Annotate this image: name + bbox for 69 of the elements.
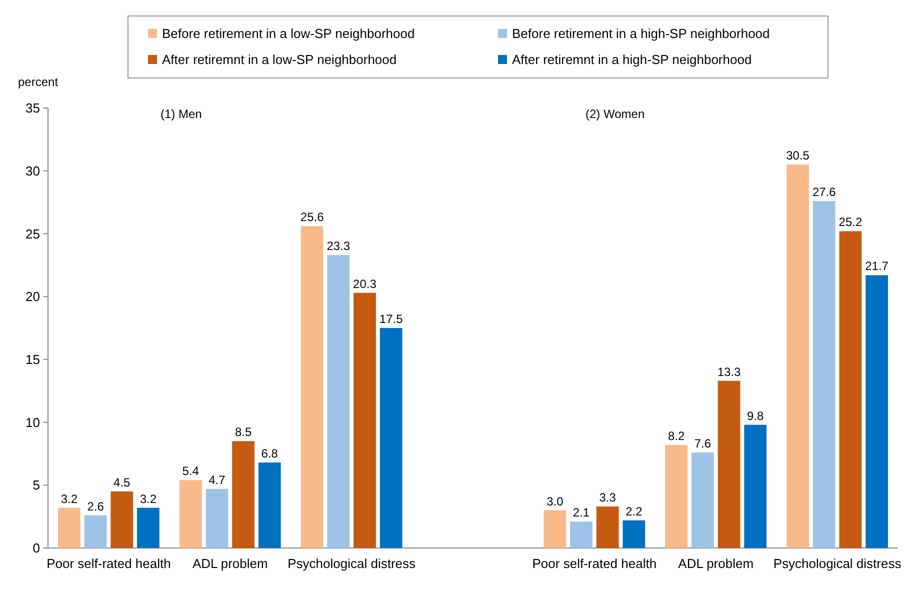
bar [232, 441, 254, 548]
x-tick-label: ADL problem [678, 556, 754, 571]
x-tick-label: Poor self-rated health [532, 556, 657, 571]
bar [786, 164, 809, 548]
y-tick-label: 5 [32, 478, 40, 493]
bar [137, 508, 160, 548]
data-label: 4.5 [114, 475, 131, 490]
y-tick-label: 25 [26, 226, 40, 242]
data-label: 2.1 [572, 506, 590, 520]
x-tick-label: Psychological distress [773, 556, 902, 571]
data-label: 3.0 [546, 494, 564, 508]
bar [110, 491, 134, 548]
data-label: 3.2 [140, 492, 157, 506]
bar [744, 424, 767, 548]
data-label: 4.7 [208, 472, 226, 487]
bar [179, 480, 202, 548]
y-tick-label: 15 [26, 352, 40, 367]
bar [300, 226, 324, 548]
y-tick-label: 20 [26, 289, 40, 304]
bar [839, 231, 862, 548]
data-label: 8.2 [668, 428, 686, 443]
x-tick-label: Psychological distress [288, 556, 416, 571]
bar [327, 255, 350, 548]
data-label: 6.8 [261, 446, 278, 461]
x-tick-label: Poor self-rated health [46, 556, 171, 571]
bar [258, 462, 281, 548]
bar [596, 506, 619, 548]
y-tick-label: 10 [26, 414, 40, 430]
bar [622, 520, 646, 548]
bar [58, 508, 80, 548]
data-label: 3.3 [599, 490, 616, 505]
data-label: 17.5 [379, 312, 404, 326]
data-label: 8.5 [234, 425, 252, 440]
bar [866, 275, 888, 548]
y-tick-label: 30 [26, 163, 40, 178]
annotation: (2) Women [586, 107, 645, 121]
data-label: 25.6 [300, 210, 324, 224]
legend-label: After retiremnt in a low-SP neighborhood [162, 52, 397, 67]
bar [544, 510, 566, 548]
data-label: 30.5 [786, 148, 810, 163]
bar [206, 488, 228, 548]
bar [665, 444, 688, 548]
data-label: 21.7 [865, 259, 889, 274]
y-axis-title: percent [18, 75, 59, 89]
bar [354, 292, 376, 548]
x-tick-label: ADL problem [192, 556, 268, 571]
bar [380, 328, 402, 548]
data-label: 20.3 [353, 276, 377, 291]
data-label: 7.6 [694, 436, 712, 450]
legend-label: Before retirement in a low-SP neighborhood [162, 26, 415, 41]
legend-label: After retiremnt in a high-SP neighborhood [512, 52, 752, 67]
data-label: 9.8 [747, 408, 764, 423]
y-tick-label: 35 [26, 100, 40, 116]
data-label: 2.6 [87, 499, 104, 514]
data-label: 23.3 [326, 239, 350, 254]
data-label: 13.3 [717, 364, 742, 379]
annotation: (1) Men [160, 107, 202, 121]
data-label: 5.4 [182, 464, 200, 478]
legend-label: Before retirement in a high-SP neighborhood [512, 26, 770, 41]
bar [812, 201, 836, 548]
data-label: 3.2 [60, 492, 78, 506]
data-label: 27.6 [812, 185, 836, 200]
bar [692, 452, 714, 548]
bar [718, 380, 740, 548]
data-label: 25.2 [838, 215, 862, 230]
data-label: 2.2 [626, 504, 643, 518]
bar [84, 515, 107, 548]
bar [570, 522, 592, 548]
y-tick-label: 0 [32, 540, 40, 556]
